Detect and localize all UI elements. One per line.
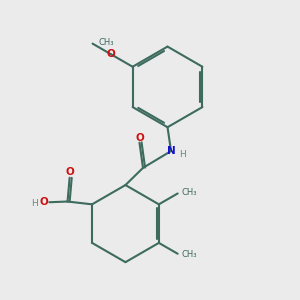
Text: CH₃: CH₃ bbox=[181, 250, 197, 259]
Text: CH₃: CH₃ bbox=[99, 38, 114, 47]
Text: N: N bbox=[167, 146, 176, 156]
Text: O: O bbox=[107, 49, 116, 59]
Text: H: H bbox=[179, 150, 186, 159]
Text: H: H bbox=[31, 200, 38, 208]
Text: O: O bbox=[40, 197, 48, 207]
Text: CH₃: CH₃ bbox=[181, 188, 197, 197]
Text: O: O bbox=[135, 133, 144, 143]
Text: O: O bbox=[65, 167, 74, 177]
